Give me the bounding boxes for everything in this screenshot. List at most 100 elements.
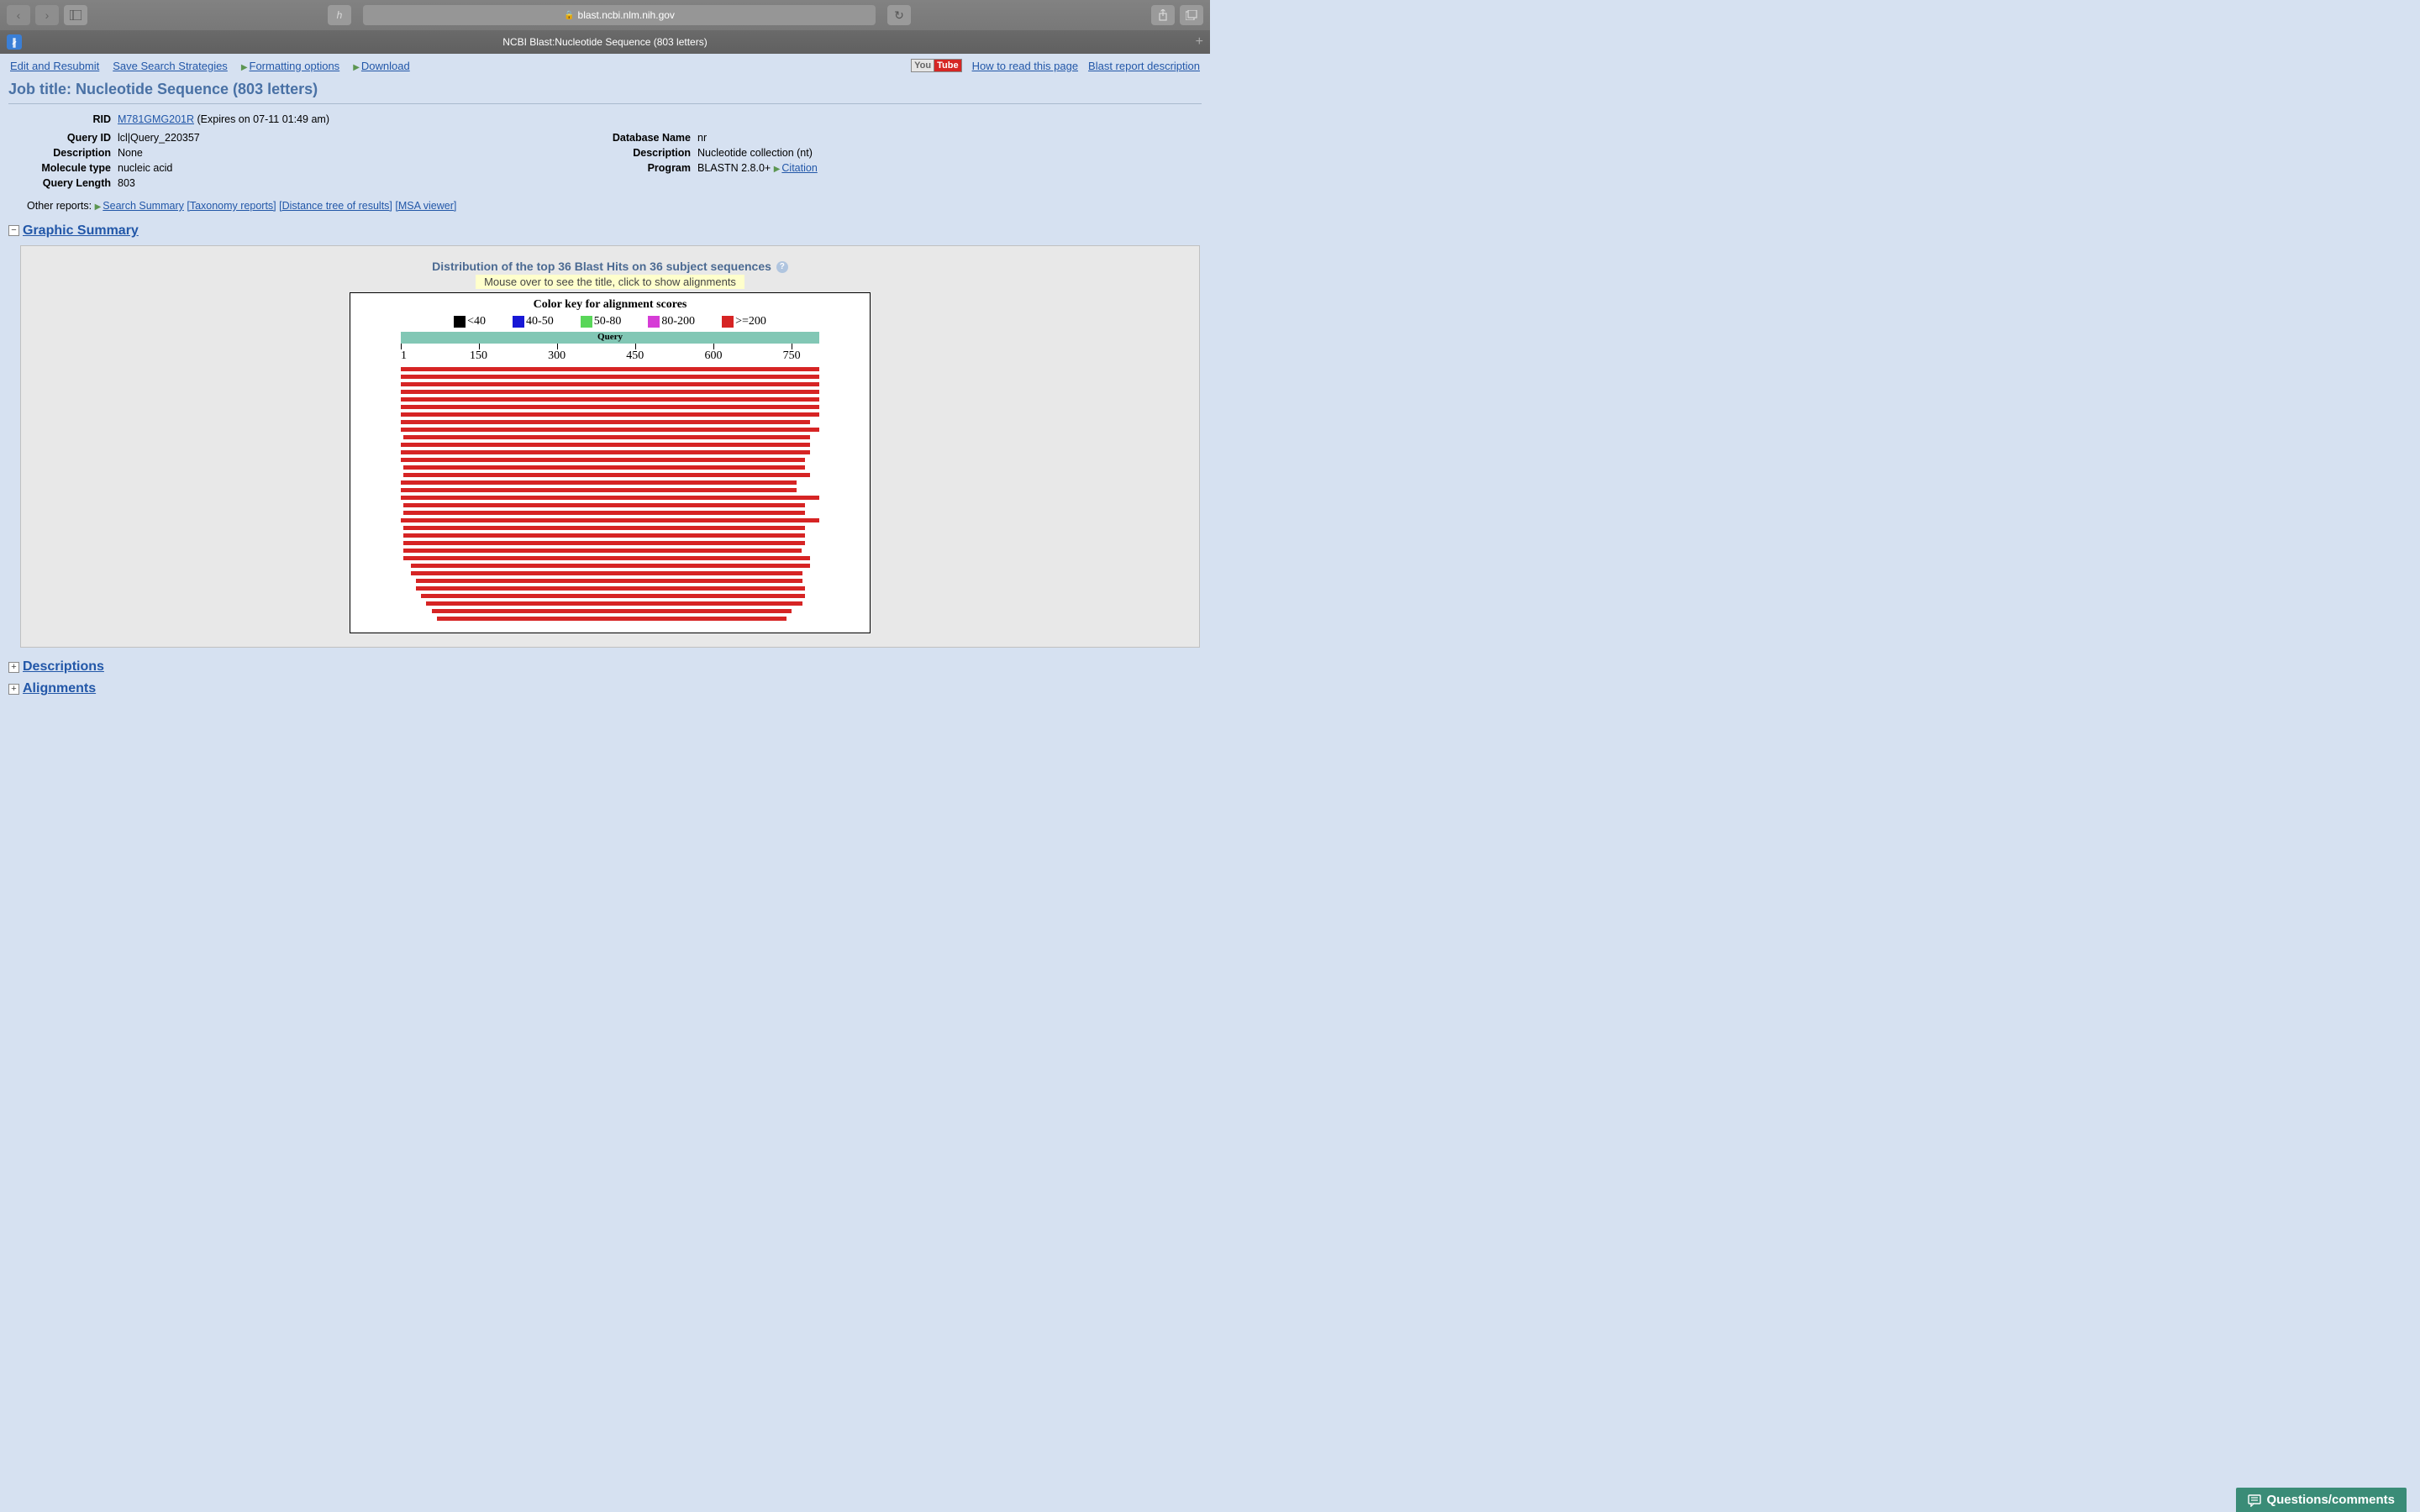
- sidebar-button[interactable]: [64, 5, 87, 25]
- tick: [401, 344, 402, 349]
- tick-label: 1: [401, 349, 407, 363]
- hit-bar[interactable]: [401, 397, 819, 402]
- description-label: Description: [10, 146, 111, 160]
- hit-bar[interactable]: [403, 435, 810, 439]
- hit-bar[interactable]: [416, 586, 805, 591]
- legend-item: 80-200: [648, 315, 695, 328]
- msa-viewer-link[interactable]: [MSA viewer]: [395, 200, 456, 212]
- hit-bar[interactable]: [401, 412, 819, 417]
- back-button[interactable]: ‹: [7, 5, 30, 25]
- download-link[interactable]: ▶Download: [353, 60, 410, 72]
- tick-label: 300: [548, 349, 566, 363]
- tabs-button[interactable]: [1180, 5, 1203, 25]
- hit-bar[interactable]: [403, 511, 805, 515]
- tick: [713, 344, 714, 349]
- rid-link[interactable]: M781GMG201R: [118, 113, 194, 125]
- legend-label: 80-200: [661, 315, 695, 328]
- bluetooth-icon[interactable]: ∦: [7, 34, 22, 50]
- action-toolbar: Edit and Resubmit Save Search Strategies…: [0, 54, 1210, 77]
- hit-bar[interactable]: [403, 473, 810, 477]
- hit-bar[interactable]: [401, 382, 819, 386]
- hit-bar[interactable]: [437, 617, 786, 621]
- how-to-read-link[interactable]: How to read this page: [972, 60, 1078, 72]
- formatting-options-link[interactable]: ▶Formatting options: [241, 60, 339, 72]
- dbdesc-label: Description: [598, 146, 691, 160]
- expand-icon[interactable]: +: [8, 662, 19, 673]
- report-description-link[interactable]: Blast report description: [1088, 60, 1200, 72]
- help-icon[interactable]: ?: [776, 261, 788, 273]
- hit-bar[interactable]: [403, 503, 805, 507]
- triangle-icon: ▶: [774, 165, 781, 174]
- distance-tree-link[interactable]: [Distance tree of results]: [279, 200, 392, 212]
- hit-bar[interactable]: [401, 458, 805, 462]
- legend-label: <40: [467, 315, 486, 328]
- descriptions-header[interactable]: +Descriptions: [0, 656, 1210, 678]
- hit-bar[interactable]: [411, 571, 802, 575]
- youtube-badge[interactable]: YouTube: [911, 59, 961, 72]
- hit-bar[interactable]: [401, 390, 819, 394]
- share-icon: [1158, 9, 1168, 21]
- forward-button[interactable]: ›: [35, 5, 59, 25]
- save-strategies-link[interactable]: Save Search Strategies: [113, 60, 228, 72]
- moltype-value: nucleic acid: [118, 161, 172, 175]
- hit-bar[interactable]: [401, 367, 819, 371]
- rid-label: RID: [10, 113, 111, 126]
- citation-link[interactable]: Citation: [781, 162, 817, 174]
- browser-toolbar: ‹ › h 🔒 blast.ncbi.nlm.nih.gov ↻: [0, 0, 1210, 30]
- hit-bar[interactable]: [403, 533, 805, 538]
- legend-label: 50-80: [594, 315, 622, 328]
- share-button[interactable]: [1151, 5, 1175, 25]
- metadata-block: RIDM781GMG201R (Expires on 07-11 01:49 a…: [0, 113, 1210, 192]
- hit-bar[interactable]: [401, 405, 819, 409]
- other-reports: Other reports: ▶Search Summary [Taxonomy…: [0, 192, 1210, 220]
- lock-icon: 🔒: [564, 11, 574, 20]
- distribution-title: Distribution of the top 36 Blast Hits on…: [29, 260, 1191, 273]
- hit-bar[interactable]: [411, 564, 810, 568]
- expand-icon[interactable]: +: [8, 684, 19, 695]
- hit-bar[interactable]: [401, 420, 810, 424]
- description-value: None: [118, 146, 143, 160]
- legend-swatch: [454, 316, 466, 328]
- edit-resubmit-link[interactable]: Edit and Resubmit: [10, 60, 99, 72]
- hit-bar[interactable]: [401, 480, 797, 485]
- hit-bar[interactable]: [401, 518, 819, 522]
- extension-honey-icon[interactable]: h: [328, 5, 351, 25]
- collapse-icon[interactable]: −: [8, 225, 19, 236]
- hit-bar[interactable]: [426, 601, 802, 606]
- dbname-label: Database Name: [598, 131, 691, 144]
- hit-bar[interactable]: [403, 541, 805, 545]
- hit-bar[interactable]: [401, 443, 810, 447]
- job-title: Job title: Nucleotide Sequence (803 lett…: [0, 77, 1210, 103]
- hit-bar[interactable]: [401, 375, 819, 379]
- questions-comments-tab[interactable]: Questions/comments: [2236, 1488, 2407, 1512]
- hit-bar[interactable]: [401, 496, 819, 500]
- hit-bar[interactable]: [416, 579, 802, 583]
- graphic-summary-header[interactable]: −Graphic Summary: [0, 220, 1210, 242]
- hit-bar[interactable]: [401, 450, 810, 454]
- dbname-value: nr: [697, 131, 707, 144]
- tick-label: 450: [626, 349, 644, 363]
- hit-bar[interactable]: [432, 609, 792, 613]
- tick-label: 750: [783, 349, 801, 363]
- qlen-label: Query Length: [10, 176, 111, 190]
- new-tab-button[interactable]: +: [1196, 34, 1203, 50]
- triangle-icon: ▶: [353, 63, 360, 72]
- hit-bar[interactable]: [403, 465, 805, 470]
- comment-icon: [2248, 1494, 2261, 1507]
- reload-button[interactable]: ↻: [887, 5, 911, 25]
- ruler: 1150300450600750: [401, 344, 819, 362]
- hit-bar[interactable]: [403, 549, 802, 553]
- address-bar[interactable]: 🔒 blast.ncbi.nlm.nih.gov: [363, 5, 876, 25]
- hit-bar[interactable]: [401, 488, 797, 492]
- alignments-header[interactable]: +Alignments: [0, 678, 1210, 700]
- qlen-value: 803: [118, 176, 135, 190]
- taxonomy-reports-link[interactable]: [Taxonomy reports]: [187, 200, 276, 212]
- tick: [635, 344, 636, 349]
- hit-bar[interactable]: [403, 526, 805, 530]
- search-summary-link[interactable]: Search Summary: [103, 200, 184, 212]
- mouse-hint: Mouse over to see the title, click to sh…: [476, 275, 744, 289]
- hit-bar[interactable]: [401, 428, 819, 432]
- page-content: Edit and Resubmit Save Search Strategies…: [0, 54, 1210, 700]
- hit-bar[interactable]: [403, 556, 810, 560]
- hit-bar[interactable]: [421, 594, 804, 598]
